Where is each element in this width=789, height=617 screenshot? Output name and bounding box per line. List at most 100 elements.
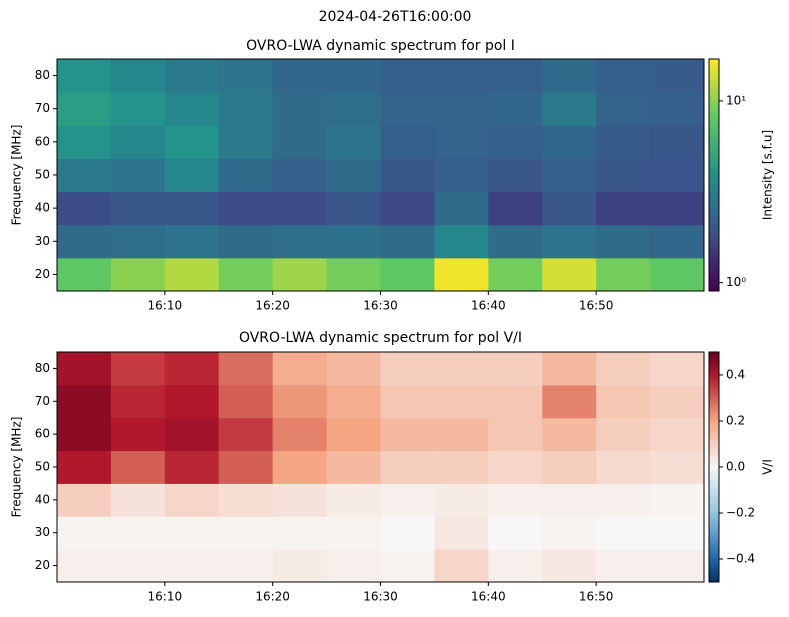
heatmap-cell bbox=[218, 191, 274, 226]
heatmap-cell bbox=[434, 158, 489, 193]
heatmap-cell bbox=[542, 549, 597, 583]
heatmap-cell bbox=[380, 417, 435, 452]
heatmap-cell bbox=[542, 516, 597, 550]
heatmap-cell bbox=[272, 92, 328, 126]
heatmap-cell bbox=[164, 257, 220, 292]
heatmap-cell bbox=[57, 516, 112, 550]
y-tick-label: 50 bbox=[35, 460, 50, 474]
y-tick-label: 40 bbox=[35, 492, 50, 506]
heatmap-cell bbox=[164, 191, 220, 226]
heatmap-cell bbox=[650, 516, 705, 550]
heatmap-cell bbox=[542, 158, 597, 193]
x-tick-label: 16:10 bbox=[148, 590, 183, 604]
heatmap-cell bbox=[380, 483, 435, 517]
heatmap-cell bbox=[596, 516, 651, 550]
heatmap-cell bbox=[488, 352, 543, 386]
heatmap-cell bbox=[542, 417, 597, 452]
heatmap-cell bbox=[542, 257, 597, 292]
colorbar-label: V/I bbox=[761, 459, 775, 475]
heatmap-cell bbox=[326, 450, 381, 484]
heatmap-cell bbox=[164, 384, 220, 419]
colorbar-tick-label: 10¹ bbox=[726, 93, 746, 107]
heatmap-cell bbox=[110, 384, 166, 419]
heatmap-cell bbox=[542, 384, 597, 419]
heatmap-cell bbox=[57, 224, 112, 259]
y-tick-label: 50 bbox=[35, 168, 50, 182]
heatmap-cell bbox=[326, 352, 381, 386]
heatmap-cell bbox=[650, 549, 705, 583]
heatmap-cell bbox=[164, 549, 220, 583]
heatmap-cell bbox=[164, 158, 220, 193]
y-axis-label: Frequency [MHz] bbox=[10, 417, 24, 518]
heatmap-cell bbox=[488, 549, 543, 583]
heatmap-cell bbox=[110, 191, 166, 226]
heatmap-cell bbox=[488, 59, 543, 93]
heatmap-cell bbox=[110, 257, 166, 292]
heatmap-cell bbox=[272, 417, 328, 452]
y-tick-label: 20 bbox=[35, 267, 50, 281]
heatmap-cell bbox=[542, 224, 597, 259]
y-tick-label: 80 bbox=[35, 68, 50, 82]
heatmap-cell bbox=[57, 384, 112, 419]
heatmap-cell bbox=[488, 384, 543, 419]
heatmap-cell bbox=[596, 417, 651, 452]
heatmap-cell bbox=[272, 59, 328, 93]
heatmap-cell bbox=[380, 92, 435, 126]
heatmap-cell bbox=[380, 516, 435, 550]
heatmap-cell bbox=[110, 417, 166, 452]
heatmap-cell bbox=[218, 384, 274, 419]
heatmap-cell bbox=[326, 257, 381, 292]
y-axis-label: Frequency [MHz] bbox=[10, 125, 24, 226]
y-tick-label: 40 bbox=[35, 201, 50, 215]
heatmap-cell bbox=[380, 191, 435, 226]
heatmap-cell bbox=[164, 483, 220, 517]
heatmap-cell bbox=[596, 158, 651, 193]
chart-title: OVRO-LWA dynamic spectrum for pol V/I bbox=[239, 330, 522, 346]
y-tick-label: 30 bbox=[35, 234, 50, 248]
heatmap-cell bbox=[272, 352, 328, 386]
heatmap-cell bbox=[218, 92, 274, 126]
heatmap-cell bbox=[380, 549, 435, 583]
heatmap-cell bbox=[218, 450, 274, 484]
heatmap-cell bbox=[164, 352, 220, 386]
heatmap-cell bbox=[488, 516, 543, 550]
heatmap-cell bbox=[218, 59, 274, 93]
heatmap-cell bbox=[434, 92, 489, 126]
heatmap-cell bbox=[650, 191, 705, 226]
colorbar-tick-label: −0.4 bbox=[726, 552, 755, 566]
heatmap-cell bbox=[110, 59, 166, 93]
heatmap-cell bbox=[110, 224, 166, 259]
heatmap-cell bbox=[542, 92, 597, 126]
heatmap-cell bbox=[596, 257, 651, 292]
heatmap-cell bbox=[164, 417, 220, 452]
heatmap-cell bbox=[596, 125, 651, 159]
heatmap-cell bbox=[57, 158, 112, 193]
heatmap-cell bbox=[110, 549, 166, 583]
heatmap-cell bbox=[650, 384, 705, 419]
heatmap-cell bbox=[272, 191, 328, 226]
heatmap-cell bbox=[218, 257, 274, 292]
heatmap-cell bbox=[434, 450, 489, 484]
x-tick-label: 16:40 bbox=[471, 590, 506, 604]
heatmap-cell bbox=[218, 516, 274, 550]
heatmap-cell bbox=[596, 483, 651, 517]
y-tick-label: 30 bbox=[35, 525, 50, 539]
heatmap-cell bbox=[326, 158, 381, 193]
heatmap-cell bbox=[57, 59, 112, 93]
colorbar-tick-label: 0.0 bbox=[726, 460, 745, 474]
y-tick-label: 70 bbox=[35, 394, 50, 408]
heatmap-cell bbox=[650, 224, 705, 259]
heatmap-cell bbox=[380, 59, 435, 93]
y-tick-label: 60 bbox=[35, 427, 50, 441]
heatmap-cell bbox=[326, 384, 381, 419]
heatmap-cell bbox=[434, 516, 489, 550]
y-tick-label: 80 bbox=[35, 361, 50, 375]
heatmap-cell bbox=[488, 417, 543, 452]
heatmap-cell bbox=[272, 224, 328, 259]
heatmap-cell bbox=[650, 59, 705, 93]
x-tick-label: 16:40 bbox=[471, 299, 506, 313]
heatmap-cell bbox=[272, 483, 328, 517]
colorbar-tick-label: −0.2 bbox=[726, 506, 755, 520]
heatmap-cell bbox=[218, 158, 274, 193]
heatmap-cell bbox=[488, 224, 543, 259]
